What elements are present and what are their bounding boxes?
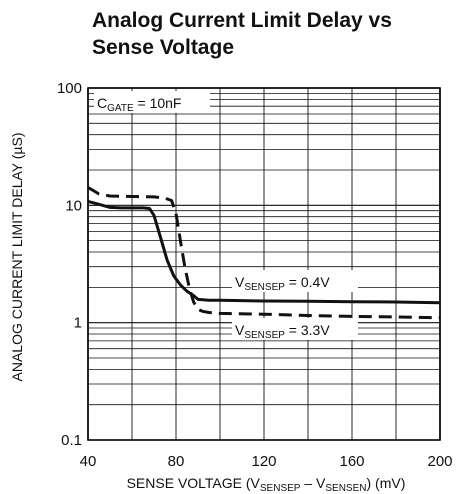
y-tick-label: 1 (74, 315, 82, 332)
x-tick-label: 80 (168, 453, 185, 470)
x-axis-label: SENSE VOLTAGE (VSENSEP – VSENSEN) (mV) (127, 475, 406, 494)
series-line (87, 199, 441, 305)
series-line (87, 186, 441, 320)
gate-capacitance-annotation-background (94, 91, 210, 113)
plot-grid (87, 87, 441, 441)
in-plot-labels: CGATE = 10nF VSENSEP = 0.4V VSENSEP = 3.3V (94, 91, 358, 341)
tick-labels: 40 80 120 160 200 0.1 1 10 100 (57, 80, 453, 470)
x-tick-label: 160 (339, 453, 364, 470)
chart-title-line-1: Analog Current Limit Delay vs (92, 9, 392, 32)
plot-frame (87, 87, 441, 441)
gate-capacitance-annotation: CGATE = 10nF (97, 95, 181, 114)
series-label-3-3v: VSENSEP = 3.3V (235, 322, 330, 341)
y-tick-label: 10 (65, 197, 82, 214)
data-lines (87, 186, 441, 320)
series-label-0-4v-background (232, 270, 358, 292)
x-tick-label: 120 (251, 453, 276, 470)
x-tick-label: 40 (80, 453, 97, 470)
chart-title-line-2: Sense Voltage (92, 36, 234, 59)
y-axis-label: ANALOG CURRENT LIMIT DELAY (µS) (9, 133, 25, 382)
y-tick-label: 100 (57, 80, 82, 97)
y-tick-label: 0.1 (61, 432, 82, 449)
series-label-3-3v-background (232, 318, 358, 340)
series-label-0-4v: VSENSEP = 0.4V (235, 274, 330, 293)
x-tick-label: 200 (427, 453, 452, 470)
